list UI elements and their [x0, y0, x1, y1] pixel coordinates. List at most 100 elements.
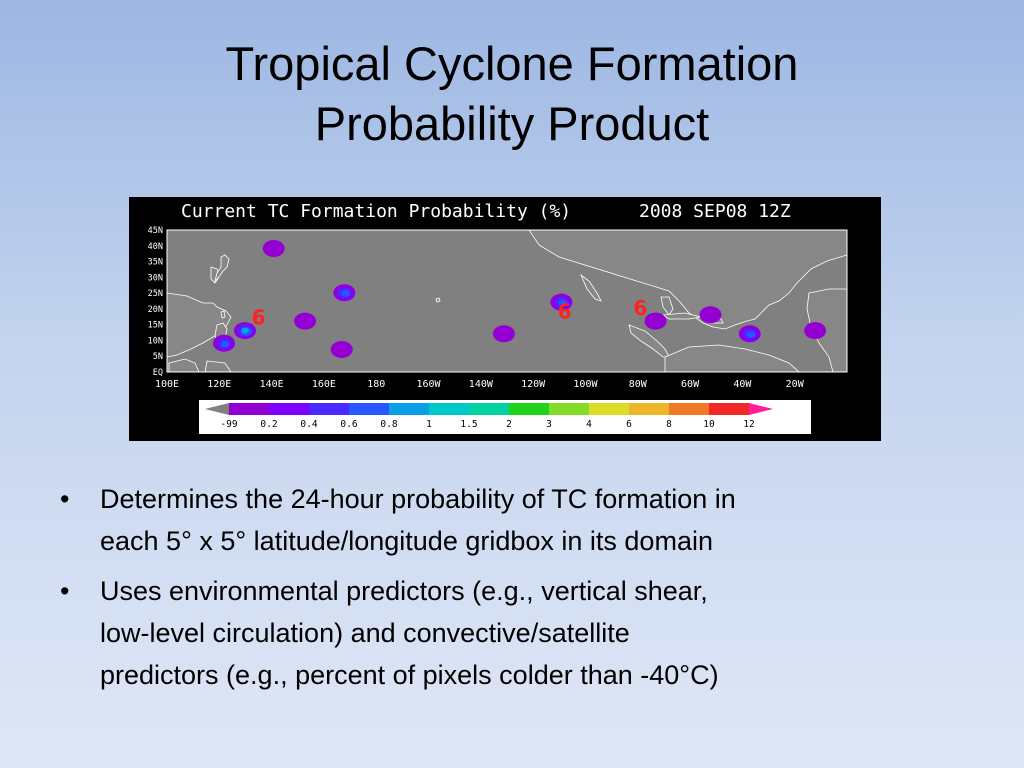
probability-contour [221, 340, 230, 348]
map-frame [166, 229, 848, 373]
bullet-item: Uses environmental predictors (e.g., ver… [56, 570, 976, 696]
longitude-label: 180 [367, 379, 385, 390]
land-baja [580, 273, 602, 302]
colorbar-tick-label: 0.2 [260, 419, 277, 430]
latitude-label: 30N [148, 273, 163, 283]
latitude-label: 25N [148, 289, 163, 299]
land-north-america [528, 229, 848, 330]
colorbar-tick-label: 6 [626, 419, 632, 430]
land-florida [660, 296, 674, 316]
latitude-labels: 45N 40N 35N 30N 25N 20N 15N 10N 5N EQ [148, 226, 163, 378]
probability-blob [644, 312, 667, 330]
probability-contours [213, 240, 827, 359]
colorbar-segment [469, 403, 509, 415]
probability-contour [746, 331, 756, 338]
probability-contour [262, 240, 285, 258]
probability-contour [699, 306, 722, 324]
probability-blob [262, 240, 285, 258]
land-cuba [661, 312, 702, 320]
longitude-label: 100E [155, 379, 179, 390]
colorbar-segment [269, 403, 309, 415]
colorbar-segment [389, 403, 429, 415]
colorbar-tick-label: 3 [546, 419, 552, 430]
colorbar-tick-label: 0.4 [300, 419, 317, 430]
colorbar-tick-label: 1.5 [460, 419, 477, 430]
colorbar-tick-label: 2 [506, 419, 512, 430]
bullet-line: each 5° x 5° latitude/longitude gridbox … [100, 526, 713, 556]
bullet-line: predictors (e.g., percent of pixels cold… [100, 660, 719, 690]
probability-blob [294, 312, 317, 330]
bullet-line: low-level circulation) and convective/sa… [100, 618, 630, 648]
longitude-labels: 100E 120E 140E 160E 180 160W 140W 120W 100W 80W 60… [155, 379, 805, 390]
longitude-label: 80W [629, 379, 648, 390]
colorbar-segment [349, 403, 389, 415]
colorbar-tick-label: 8 [666, 419, 672, 430]
colorbar-left-arrow [205, 403, 229, 415]
tc-probability-map-figure: Current TC Formation Probability (%) 200… [129, 197, 881, 441]
land-hawaii [435, 297, 441, 303]
latitude-label: 20N [148, 305, 163, 315]
probability-contour [644, 312, 667, 330]
storm-marker-icon: 6 [633, 296, 647, 320]
latitude-label: 40N [148, 242, 163, 252]
land-west-africa [806, 288, 848, 373]
latitude-label: 15N [148, 321, 163, 331]
probability-blob [699, 306, 722, 324]
colorbar-segment [309, 403, 349, 415]
colorbar-segment [429, 403, 469, 415]
longitude-label: 160W [416, 379, 441, 390]
probability-blob [333, 284, 356, 302]
probability-contour [492, 325, 515, 343]
bullet-line: Uses environmental predictors (e.g., ver… [100, 576, 708, 606]
map-header-datetime: 2008 SEP08 12Z [639, 201, 791, 222]
probability-contour [804, 322, 827, 340]
probability-contour [341, 290, 350, 297]
colorbar-segment [709, 403, 749, 415]
storm-marker-icon: 6 [558, 299, 572, 323]
colorbar-tick-label: -99 [220, 419, 237, 430]
latitude-label: EQ [153, 368, 163, 378]
longitude-label: 100W [573, 379, 598, 390]
colorbar-tick-label: 10 [703, 419, 715, 430]
longitude-label: 140W [469, 379, 494, 390]
bullet-item: Determines the 24-hour probability of TC… [56, 478, 976, 562]
colorbar-segment [629, 403, 669, 415]
storm-marker-icon: 6 [252, 306, 266, 330]
bullet-list: Determines the 24-hour probability of TC… [56, 478, 976, 704]
longitude-label: 160E [312, 379, 336, 390]
latitude-label: 45N [148, 226, 163, 236]
probability-blob [738, 325, 761, 343]
probability-contour [330, 341, 353, 359]
colorbar-tick-label: 4 [586, 419, 592, 430]
land-borneo [168, 358, 200, 373]
longitude-label: 40W [733, 379, 752, 390]
latitude-label: 35N [148, 258, 163, 268]
storm-markers: 6 6 6 [252, 296, 648, 329]
slide-title-line-1: Tropical Cyclone Formation [225, 37, 799, 90]
probability-blob [804, 322, 827, 340]
colorbar-tick-label: 1 [426, 419, 432, 430]
longitude-label: 140E [260, 379, 284, 390]
probability-blob [233, 322, 256, 340]
probability-blob [550, 293, 573, 311]
tc-probability-map: Current TC Formation Probability (%) 200… [129, 197, 881, 441]
longitude-label: 120E [207, 379, 231, 390]
probability-blob [492, 325, 515, 343]
colorbar-right-arrow [749, 403, 773, 415]
longitude-label: 120W [521, 379, 546, 390]
colorbar-segment [509, 403, 549, 415]
map-header-title: Current TC Formation Probability (%) [181, 201, 571, 222]
latitude-label: 10N [148, 336, 163, 346]
land-masses [166, 229, 848, 373]
latitude-label: 5N [153, 352, 163, 362]
land-taiwan [220, 310, 226, 319]
longitude-label: 60W [681, 379, 700, 390]
colorbar-segment [669, 403, 709, 415]
slide-title: Tropical Cyclone Formation Probability P… [0, 34, 1024, 154]
land-east-asia [166, 292, 232, 358]
colorbar-segment [229, 403, 269, 415]
land-japan [214, 254, 230, 283]
colorbar: -99 0.2 0.4 0.6 0.8 1 1.5 2 3 4 6 8 10 12 [199, 400, 811, 434]
colorbar-segment [589, 403, 629, 415]
longitude-label: 20W [786, 379, 805, 390]
